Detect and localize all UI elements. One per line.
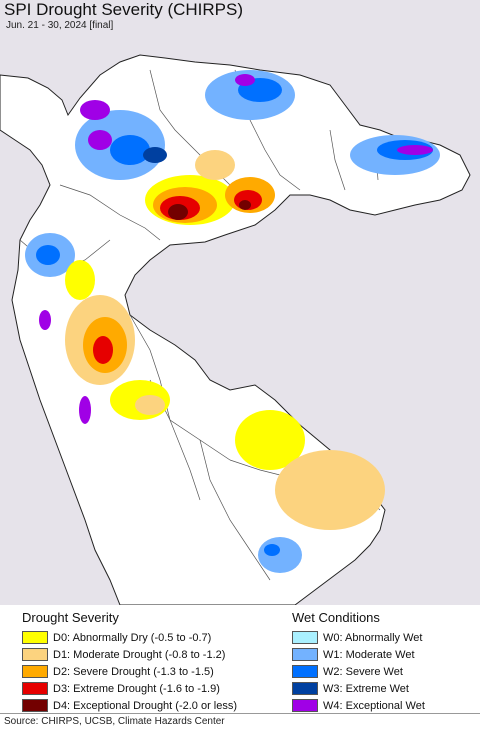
legend-item-d1: D1: Moderate Drought (-0.8 to -1.2) [22, 646, 237, 663]
map-title: SPI Drought Severity (CHIRPS) [4, 0, 244, 19]
footer: Source: CHIRPS, UCSB, Climate Hazards Ce… [0, 713, 480, 730]
legend-item-d4: D4: Exceptional Drought (-2.0 or less) [22, 697, 237, 714]
legend-item-w1: W1: Moderate Wet [292, 646, 425, 663]
legend-label-d4: D4: Exceptional Drought (-2.0 or less) [53, 699, 238, 712]
legend-label-d0: D0: Abnormally Dry (-0.5 to -0.7) [53, 631, 212, 644]
legend-label-d3: D3: Extreme Drought (-1.6 to -1.9) [53, 682, 220, 695]
drought-legend: Drought Severity D0: Abnormally Dry (-0.… [22, 609, 237, 714]
legend-label-w0: W0: Abnormally Wet [323, 631, 423, 644]
legend-label-w1: W1: Moderate Wet [323, 648, 415, 661]
legend-item-d3: D3: Extreme Drought (-1.6 to -1.9) [22, 680, 237, 697]
legend: Drought Severity D0: Abnormally Dry (-0.… [0, 605, 480, 713]
legend-label-d2: D2: Severe Drought (-1.3 to -1.5) [53, 665, 214, 678]
legend-swatch-d1 [22, 648, 48, 661]
legend-label-w3: W3: Extreme Wet [323, 682, 409, 695]
drought-legend-heading: Drought Severity [22, 610, 119, 625]
legend-item-w2: W2: Severe Wet [292, 663, 425, 680]
legend-swatch-d4 [22, 699, 48, 712]
legend-item-d2: D2: Severe Drought (-1.3 to -1.5) [22, 663, 237, 680]
legend-item-d0: D0: Abnormally Dry (-0.5 to -0.7) [22, 629, 237, 646]
legend-swatch-w4 [292, 699, 318, 712]
condition-patches [25, 70, 440, 573]
drought-map: SPI Drought Severity (CHIRPS) Jun. 21 - … [0, 0, 480, 605]
legend-item-w0: W0: Abnormally Wet [292, 629, 425, 646]
legend-item-w3: W3: Extreme Wet [292, 680, 425, 697]
wet-legend-heading: Wet Conditions [292, 610, 380, 625]
legend-item-w4: W4: Exceptional Wet [292, 697, 425, 714]
legend-swatch-w0 [292, 631, 318, 644]
source-credit: Source: CHIRPS, UCSB, Climate Hazards Ce… [4, 716, 225, 727]
wet-legend: Wet Conditions W0: Abnormally Wet W1: Mo… [292, 609, 425, 714]
legend-swatch-d0 [22, 631, 48, 644]
legend-swatch-w2 [292, 665, 318, 678]
legend-swatch-w3 [292, 682, 318, 695]
legend-label-w4: W4: Exceptional Wet [323, 699, 425, 712]
map-canvas [0, 54, 471, 605]
legend-swatch-d3 [22, 682, 48, 695]
legend-label-w2: W2: Severe Wet [323, 665, 403, 678]
legend-swatch-w1 [292, 648, 318, 661]
legend-swatch-d2 [22, 665, 48, 678]
map-subtitle: Jun. 21 - 30, 2024 [final] [6, 20, 114, 31]
legend-label-d1: D1: Moderate Drought (-0.8 to -1.2) [53, 648, 226, 661]
